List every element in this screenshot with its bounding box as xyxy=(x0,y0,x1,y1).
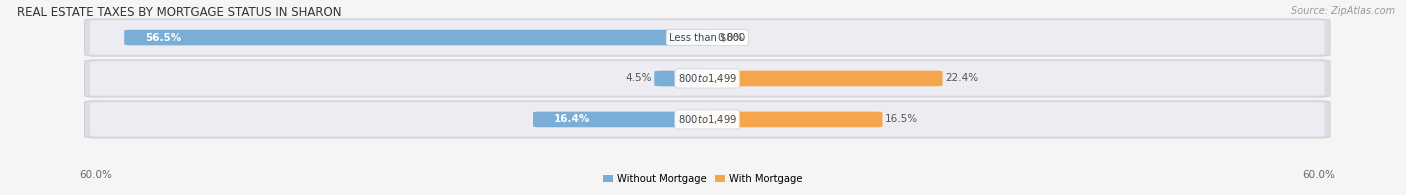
Text: 60.0%: 60.0% xyxy=(1302,170,1336,181)
FancyBboxPatch shape xyxy=(90,102,1324,136)
Legend: Without Mortgage, With Mortgage: Without Mortgage, With Mortgage xyxy=(599,170,807,188)
Text: 22.4%: 22.4% xyxy=(945,74,979,83)
Text: $800 to $1,499: $800 to $1,499 xyxy=(678,72,737,85)
Text: 0.0%: 0.0% xyxy=(717,33,744,43)
Text: Less than $800: Less than $800 xyxy=(669,33,745,43)
FancyBboxPatch shape xyxy=(124,30,714,45)
Text: $800 to $1,499: $800 to $1,499 xyxy=(678,113,737,126)
Text: 60.0%: 60.0% xyxy=(79,170,112,181)
Text: Source: ZipAtlas.com: Source: ZipAtlas.com xyxy=(1291,6,1395,16)
Text: 16.5%: 16.5% xyxy=(886,114,918,124)
FancyBboxPatch shape xyxy=(90,61,1324,96)
FancyBboxPatch shape xyxy=(700,71,942,86)
FancyBboxPatch shape xyxy=(533,112,714,127)
Text: 56.5%: 56.5% xyxy=(145,33,181,43)
FancyBboxPatch shape xyxy=(700,112,883,127)
FancyBboxPatch shape xyxy=(84,19,1330,56)
FancyBboxPatch shape xyxy=(84,60,1330,97)
Text: 4.5%: 4.5% xyxy=(626,74,651,83)
FancyBboxPatch shape xyxy=(654,71,714,86)
FancyBboxPatch shape xyxy=(84,101,1330,138)
Text: 16.4%: 16.4% xyxy=(554,114,591,124)
Text: REAL ESTATE TAXES BY MORTGAGE STATUS IN SHARON: REAL ESTATE TAXES BY MORTGAGE STATUS IN … xyxy=(17,6,342,19)
FancyBboxPatch shape xyxy=(90,20,1324,55)
